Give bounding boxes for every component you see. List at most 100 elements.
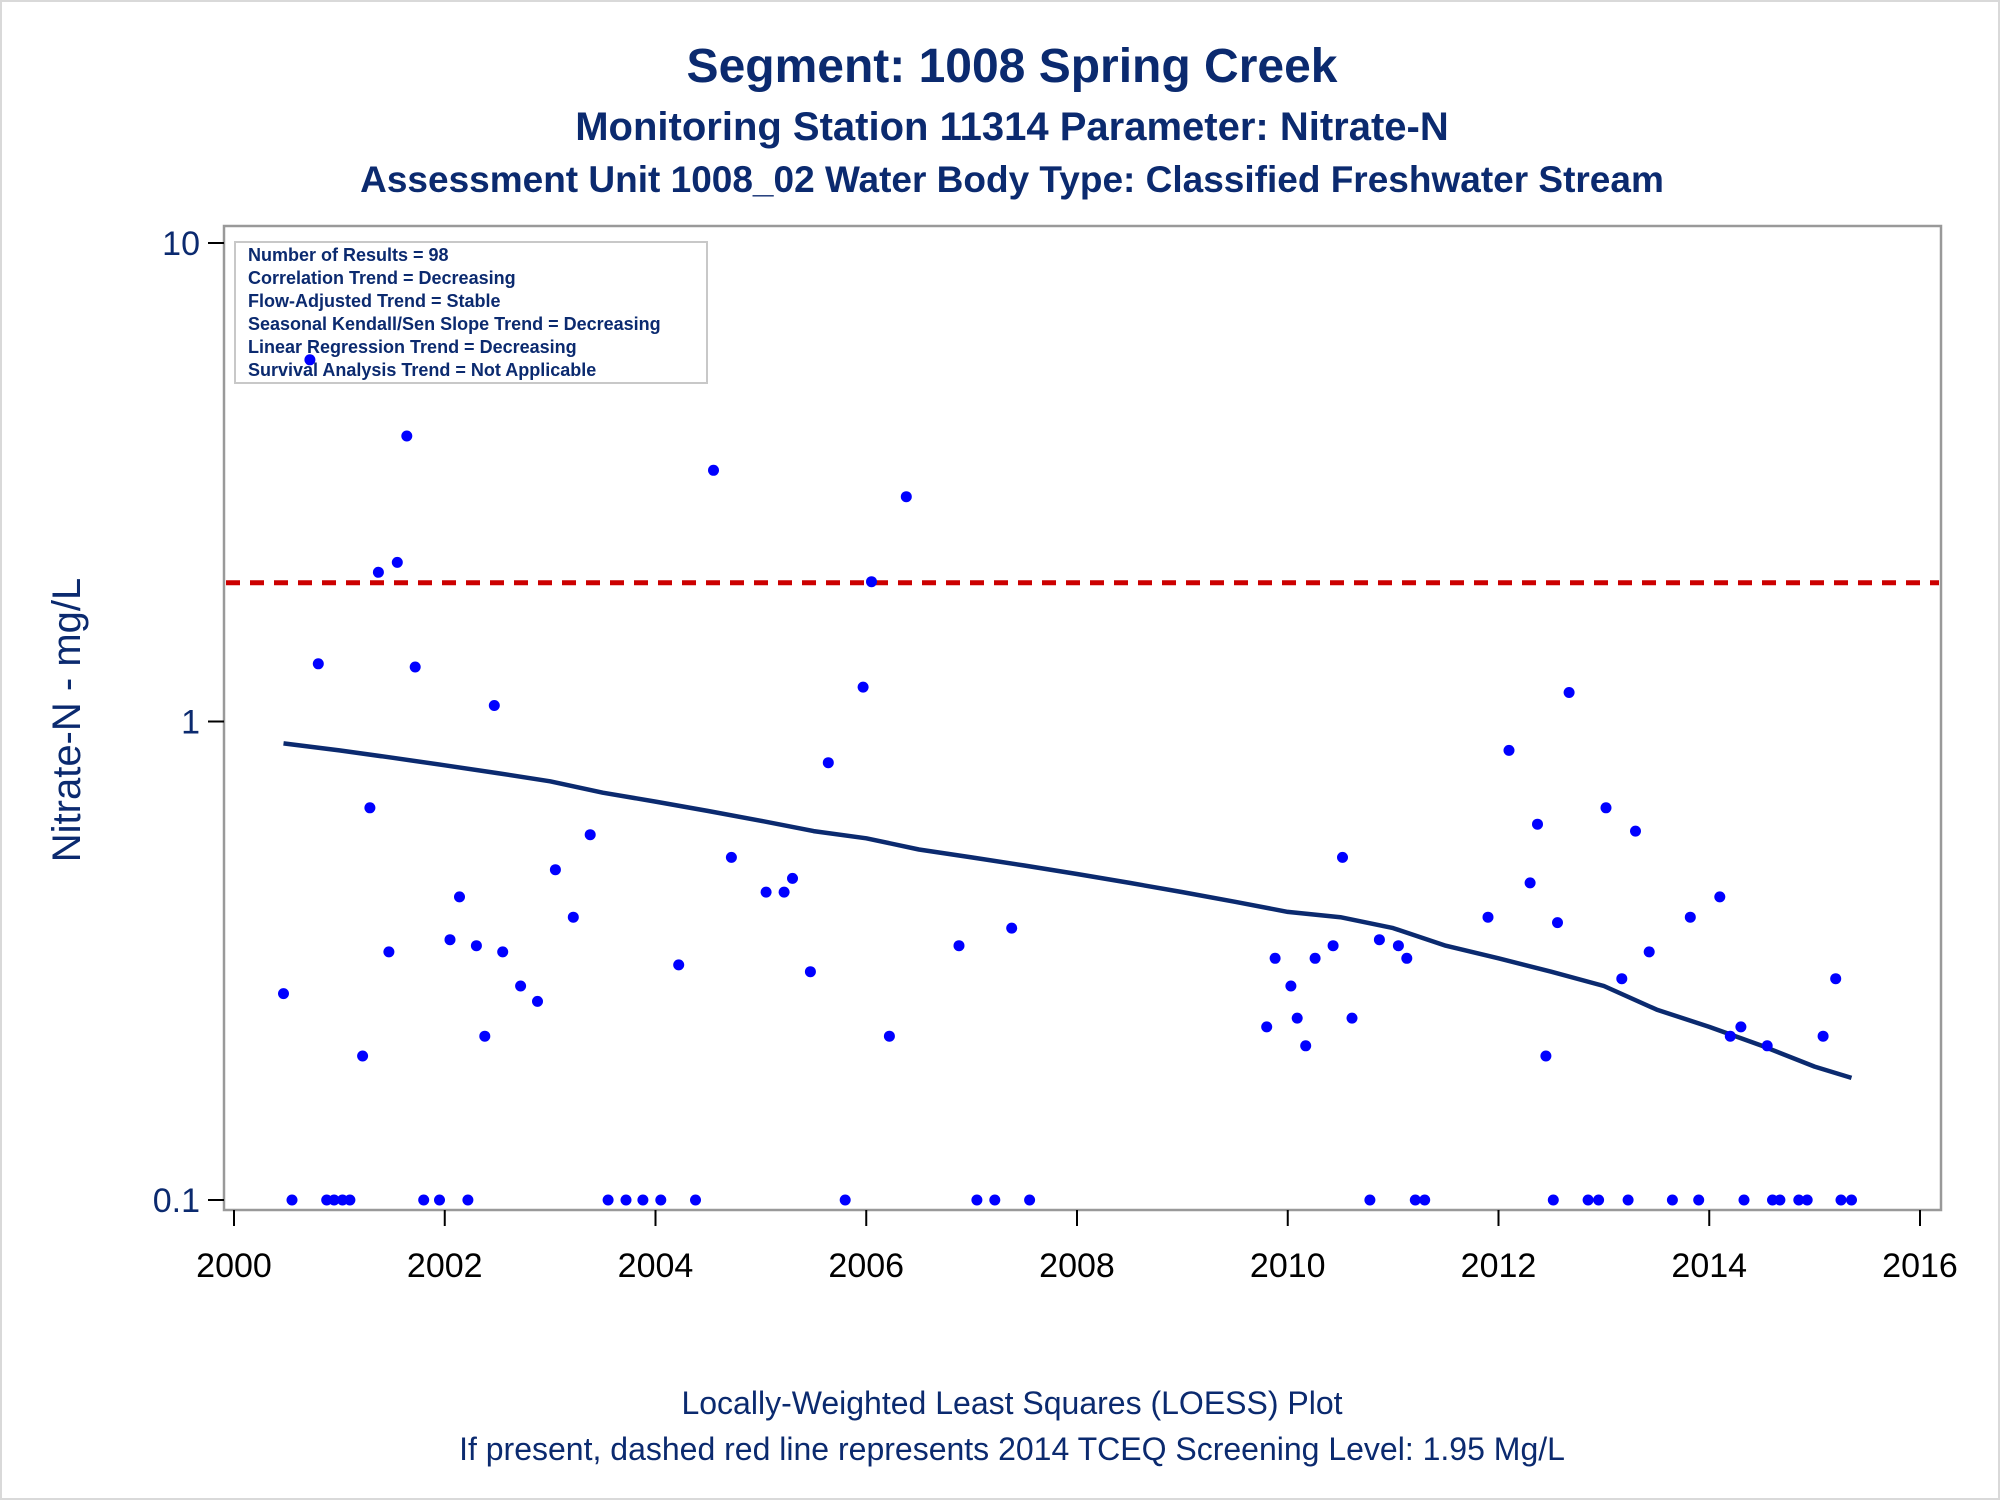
data-point <box>549 864 561 876</box>
data-point <box>401 430 413 442</box>
data-point <box>1291 1012 1303 1024</box>
data-point <box>1563 687 1575 698</box>
data-point <box>470 940 482 952</box>
data-point <box>690 1194 701 1206</box>
data-point <box>357 1050 369 1062</box>
data-point <box>989 1194 1001 1206</box>
data-point <box>778 886 790 898</box>
data-point <box>1724 1030 1736 1042</box>
data-point <box>1616 973 1628 985</box>
data-point <box>822 757 834 769</box>
data-point <box>1552 917 1563 929</box>
data-point <box>900 491 912 503</box>
stat-linear-regression-trend: Linear Regression Trend = Decreasing <box>248 337 577 357</box>
data-point <box>1285 980 1297 992</box>
data-point <box>312 658 324 670</box>
data-point <box>532 995 543 1007</box>
data-point <box>971 1194 983 1206</box>
data-point <box>1835 1194 1847 1206</box>
y-axis: 0.1 1 10 <box>153 225 224 1220</box>
x-tick-label: 2000 <box>196 1247 272 1285</box>
data-point <box>804 966 816 978</box>
data-point <box>372 566 384 578</box>
data-point <box>1373 934 1385 946</box>
data-point <box>1774 1194 1786 1206</box>
data-point <box>1735 1021 1747 1033</box>
stat-correlation-trend: Correlation Trend = Decreasing <box>248 268 516 288</box>
data-point <box>462 1194 474 1206</box>
x-tick-label: 2008 <box>1039 1247 1115 1285</box>
data-point <box>1392 940 1404 952</box>
chart-subtitle-station: Monitoring Station 11314 Parameter: Nitr… <box>575 105 1449 149</box>
x-tick-label: 2016 <box>1882 1247 1958 1285</box>
data-point <box>1401 952 1413 964</box>
data-point <box>409 661 421 673</box>
data-point <box>391 556 403 568</box>
data-point <box>488 700 500 711</box>
data-point <box>1666 1194 1678 1206</box>
data-point <box>1846 1194 1857 1206</box>
plot-frame <box>222 224 1943 1212</box>
data-point <box>444 934 456 946</box>
data-point <box>1622 1194 1634 1206</box>
data-point <box>1630 825 1641 837</box>
data-point <box>1482 911 1494 923</box>
stat-flow-adjusted-trend: Flow-Adjusted Trend = Stable <box>248 291 501 311</box>
data-point <box>479 1030 491 1042</box>
data-point <box>787 872 798 884</box>
data-point <box>1693 1194 1705 1206</box>
data-point <box>1714 891 1726 903</box>
stat-seasonal-kendall-trend: Seasonal Kendall/Sen Slope Trend = Decre… <box>248 314 661 334</box>
y-tick-label: 1 <box>181 704 200 742</box>
loess-layer <box>283 741 1853 1081</box>
data-point <box>1801 1194 1813 1206</box>
data-point <box>278 988 289 1000</box>
data-point <box>1532 818 1543 830</box>
data-point <box>953 940 965 952</box>
loess-trend-line <box>283 741 1853 1081</box>
data-point <box>286 1194 298 1206</box>
footnote-loess: Locally-Weighted Least Squares (LOESS) P… <box>681 1385 1342 1421</box>
chart-title: Segment: 1008 Spring Creek <box>687 40 1338 93</box>
x-tick-label: 2006 <box>828 1247 904 1285</box>
chart-subtitle-assessment: Assessment Unit 1008_02 Water Body Type:… <box>360 159 1664 200</box>
x-axis: 2000 2002 2004 2006 2008 2010 2012 2014 2016 <box>196 1210 1958 1285</box>
x-tick-label: 2004 <box>618 1247 694 1285</box>
data-point <box>673 959 685 971</box>
data-point <box>497 946 509 958</box>
data-point <box>1817 1030 1829 1042</box>
data-point <box>567 911 579 923</box>
data-point <box>620 1194 632 1206</box>
data-point <box>1346 1012 1358 1024</box>
footnote-screening-level: If present, dashed red line represents 2… <box>459 1431 1565 1467</box>
data-point <box>1684 911 1696 923</box>
data-point <box>1261 1021 1273 1033</box>
data-point <box>725 851 737 863</box>
data-point <box>344 1194 356 1206</box>
y-tick-label: 10 <box>162 225 200 263</box>
data-point <box>418 1194 430 1206</box>
data-point <box>304 354 316 366</box>
data-point <box>1593 1194 1605 1206</box>
data-point <box>1364 1194 1376 1206</box>
data-point <box>1503 744 1515 756</box>
data-point <box>1738 1194 1750 1206</box>
data-point <box>434 1194 445 1206</box>
data-point <box>584 829 596 841</box>
x-tick-label: 2014 <box>1671 1247 1747 1285</box>
data-point <box>328 1194 340 1206</box>
x-tick-label: 2010 <box>1250 1247 1326 1285</box>
data-point <box>1582 1194 1594 1206</box>
data-point <box>602 1194 614 1206</box>
data-point <box>1547 1194 1559 1206</box>
data-point <box>1761 1040 1773 1052</box>
data-point <box>1419 1194 1431 1206</box>
data-point <box>1409 1194 1421 1206</box>
data-point <box>655 1194 667 1206</box>
data-point <box>383 946 395 958</box>
data-point <box>857 681 869 693</box>
data-point <box>1830 973 1842 985</box>
data-point <box>1006 922 1018 934</box>
data-point <box>708 464 719 476</box>
